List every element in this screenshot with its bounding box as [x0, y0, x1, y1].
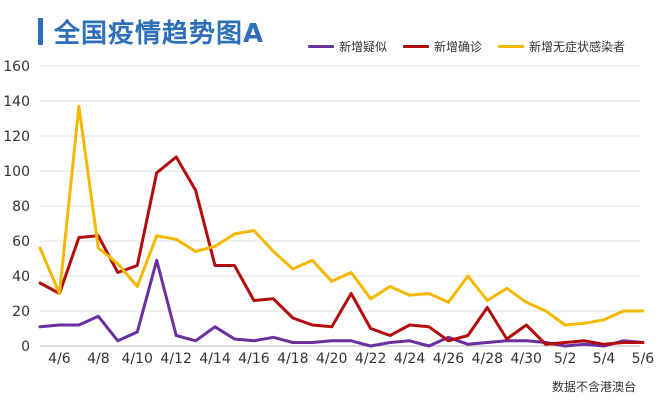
y-tick-label: 100 [3, 164, 30, 180]
series-line-2 [38, 104, 645, 327]
x-tick-label: 4/28 [472, 351, 503, 367]
legend-item-suspected: 新增疑似 [308, 38, 387, 55]
y-tick-label: 80 [12, 199, 30, 215]
y-tick-label: 0 [21, 339, 30, 355]
x-tick-label: 4/12 [160, 351, 191, 367]
y-tick-label: 160 [3, 59, 30, 75]
x-tick-label: 4/18 [277, 351, 308, 367]
x-tick-label: 5/6 [632, 351, 655, 367]
x-tick-label: 4/26 [433, 351, 465, 367]
x-tick-label: 4/14 [199, 351, 231, 367]
legend-item-asymptomatic: 新增无症状感染者 [498, 38, 625, 55]
legend-label-confirmed: 新增确诊 [434, 40, 483, 54]
x-tick-label: 4/20 [316, 351, 347, 367]
x-tick-label: 4/16 [238, 351, 270, 367]
x-tick-label: 4/8 [87, 351, 110, 367]
x-tick-label: 5/4 [593, 351, 616, 367]
x-tick-label: 4/30 [511, 351, 542, 367]
y-tick-label: 40 [12, 269, 30, 285]
legend: 新增疑似 新增确诊 新增无症状感染者 [308, 38, 641, 55]
y-tick-label: 60 [12, 234, 30, 250]
y-tick-label: 120 [3, 129, 30, 145]
legend-label-suspected: 新增疑似 [339, 40, 388, 54]
legend-label-asymptomatic: 新增无症状感染者 [529, 40, 626, 54]
legend-item-confirmed: 新增确诊 [403, 38, 482, 55]
chart-title: 全国疫情趋势图A [54, 19, 265, 49]
x-tick-label: 4/6 [48, 351, 71, 367]
y-tick-label: 140 [3, 94, 30, 110]
x-tick-label: 5/2 [554, 351, 577, 367]
series-line-1 [38, 155, 645, 346]
x-tick-label: 4/22 [355, 351, 386, 367]
title-accent-bar [38, 18, 43, 45]
series-line-0 [38, 258, 645, 348]
legend-swatch-suspected [308, 45, 334, 48]
legend-swatch-asymptomatic [498, 45, 525, 48]
x-tick-label: 4/10 [122, 351, 153, 367]
footnote: 数据不含港澳台 [551, 380, 636, 394]
y-tick-label: 20 [12, 304, 30, 320]
x-tick-label: 4/24 [394, 351, 426, 367]
legend-swatch-confirmed [403, 45, 430, 48]
